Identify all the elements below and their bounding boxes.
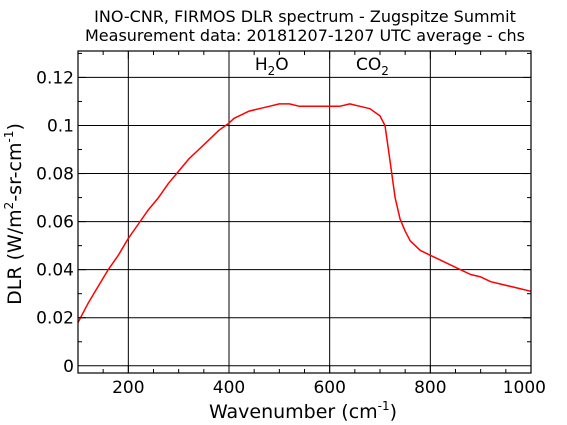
plot-area	[77, 103, 532, 323]
y-tick-label: 0.04	[36, 261, 74, 281]
chart-title: INO-CNR, FIRMOS DLR spectrum - Zugspitze…	[94, 7, 516, 26]
y-axis-label-sup1: 2	[2, 202, 16, 210]
axes	[77, 50, 532, 374]
y-axis-label-a: DLR (W/m	[4, 209, 26, 305]
grid	[78, 51, 531, 373]
y-tick-label: 0.02	[36, 309, 74, 329]
chart-subtitle: Measurement data: 20181207-1207 UTC aver…	[85, 26, 525, 45]
y-tick-label: 0.06	[36, 213, 74, 233]
x-tick-label: 1000	[503, 378, 546, 398]
x-axis-label-sup: -1	[378, 399, 390, 413]
x-tick-label: 800	[414, 378, 446, 398]
y-tick-label: 0.08	[36, 165, 74, 185]
y-tick-label: 0.12	[36, 68, 74, 88]
y-axis-label-c: )	[4, 123, 26, 130]
series-line	[77, 103, 532, 323]
x-tick-label: 600	[313, 378, 345, 398]
annotations: H2O CO2	[255, 55, 389, 78]
annotation-label: H2O	[255, 55, 289, 78]
y-axis-label-b: -sr-cm	[4, 143, 26, 202]
y-tick-label: 0	[63, 357, 74, 377]
x-axis-label-tail: )	[390, 401, 397, 423]
tick-labels: 200 400 600 800 1000 0 0.02 0.04 0.06 0.08 0.1 0.12	[36, 68, 546, 398]
x-axis-label: Wavenumber (cm-1)	[209, 399, 397, 423]
x-tick-label: 400	[213, 378, 245, 398]
annotation-label: CO2	[356, 55, 389, 78]
y-tick-label: 0.1	[47, 116, 74, 136]
x-axis-label-base: Wavenumber (cm	[209, 401, 378, 423]
y-axis-label: DLR (W/m2-sr-cm-1)	[2, 123, 26, 305]
x-tick-label: 200	[112, 378, 144, 398]
y-axis-label-sup2: -1	[2, 131, 16, 143]
